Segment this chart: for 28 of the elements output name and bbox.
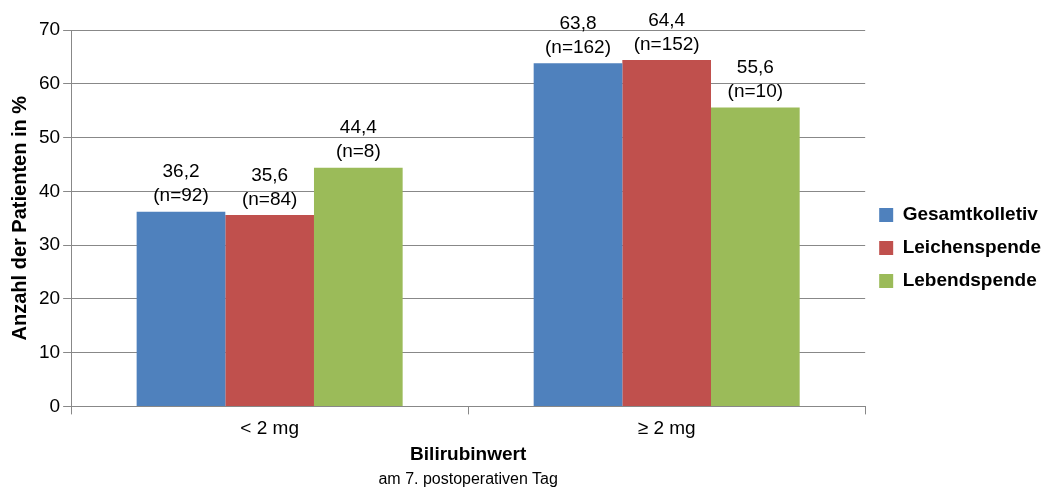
legend-label: Leichenspende	[902, 236, 1042, 258]
bar	[711, 107, 800, 406]
bar	[533, 63, 623, 406]
legend-label: Lebendspende	[902, 269, 1037, 291]
data-label: 35,6 (n=84)	[241, 163, 298, 209]
y-tick-label: 10	[38, 340, 61, 362]
bar	[136, 211, 226, 406]
y-tick-label: 0	[49, 394, 61, 416]
data-label: 44,4 (n=8)	[335, 116, 381, 162]
bar	[313, 167, 403, 406]
y-tick-label: 50	[38, 125, 61, 147]
data-label: 63,8 (n=162)	[544, 12, 612, 58]
data-label: 36,2 (n=92)	[153, 160, 209, 206]
legend-label: Gesamtkolletiv	[902, 203, 1039, 225]
bar	[225, 214, 314, 406]
y-tick-label: 70	[38, 18, 61, 40]
text: am 7. postoperativen Tag	[378, 470, 558, 487]
y-tick-label: 60	[38, 72, 61, 94]
x-axis-title: Bilirubinwert	[410, 442, 527, 464]
data-label: 55,6 (n=10)	[727, 56, 784, 102]
bar	[622, 60, 712, 406]
y-axis-title: Anzahl der Patienten in %	[7, 95, 30, 341]
y-tick-label: 20	[38, 287, 61, 309]
x-tick-label: < 2 mg	[240, 417, 299, 439]
y-tick-label: 40	[38, 179, 61, 201]
x-tick-label: ≥ 2 mg	[637, 417, 696, 439]
data-label: 64,4 (n=152)	[633, 8, 700, 54]
y-tick-label: 30	[38, 233, 61, 255]
